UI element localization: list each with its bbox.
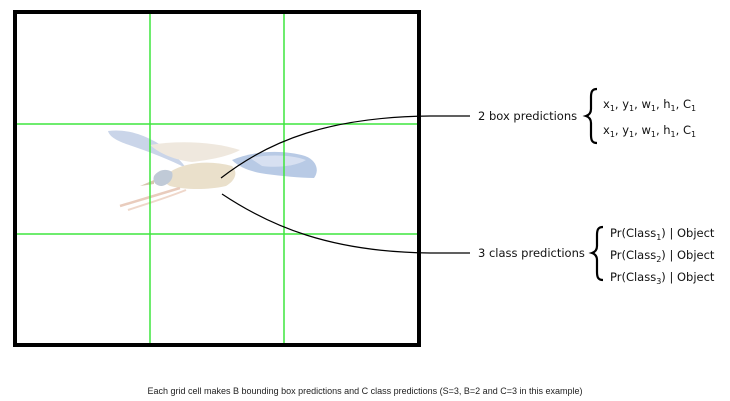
svg-text:Pr(Class1) | Object: Pr(Class1) | Object	[610, 226, 715, 242]
bird-upper-wing	[150, 142, 240, 162]
box-prediction-line-2: x1, y1, w1, h1, C1	[603, 123, 696, 139]
class-prediction-line-2: Pr(Class2) | Object	[610, 248, 715, 264]
svg-text:Pr(Class2) | Object: Pr(Class2) | Object	[610, 248, 715, 264]
bird-far-wing	[108, 130, 186, 168]
connector-class-predictions	[221, 193, 470, 254]
class-prediction-line-3: Pr(Class3) | Object	[610, 270, 715, 286]
svg-text:Pr(Class3) | Object: Pr(Class3) | Object	[610, 270, 715, 286]
bird-wing-highlight	[250, 155, 306, 167]
svg-text:x1, y1, w1, h1, C1: x1, y1, w1, h1, C1	[603, 123, 696, 139]
figure-caption: Each grid cell makes B bounding box pred…	[147, 386, 583, 396]
bird-head	[153, 169, 173, 186]
svg-text:x1, y1, w1, h1, C1: x1, y1, w1, h1, C1	[603, 97, 696, 113]
photo-area	[15, 12, 419, 345]
grid-lines	[15, 12, 419, 345]
class-predictions-brace	[588, 225, 604, 282]
bird-legs-2	[127, 189, 187, 211]
class-predictions-label: 3 class predictions	[478, 246, 585, 260]
box-predictions-brace	[582, 87, 598, 145]
grid-frame	[13, 10, 421, 347]
bird-body	[164, 162, 236, 189]
box-prediction-line-1: x1, y1, w1, h1, C1	[603, 97, 696, 113]
connector-box-predictions	[220, 115, 470, 179]
class-prediction-line-1: Pr(Class1) | Object	[610, 226, 715, 242]
box-predictions-label: 2 box predictions	[478, 109, 577, 123]
